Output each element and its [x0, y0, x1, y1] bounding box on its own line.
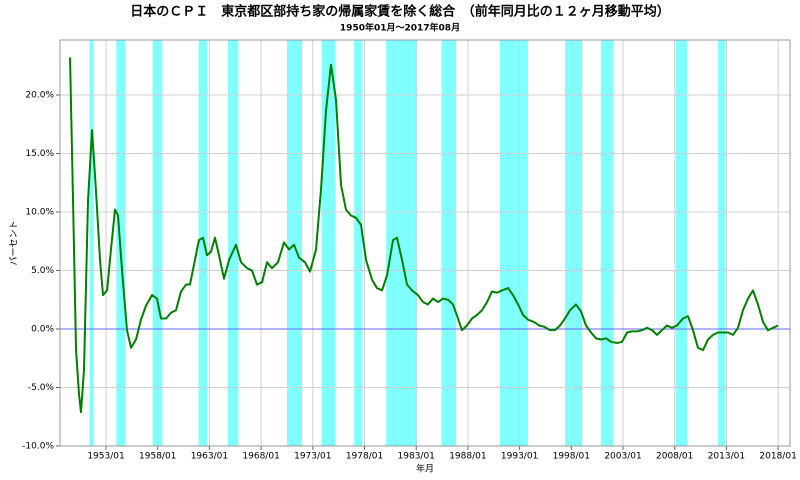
x-tick-label: 1968/01: [242, 452, 279, 462]
chart-title: 日本のＣＰＩ 東京都区部持ち家の帰属家賃を除く総合 （前年同月比の１２ヶ月移動平…: [130, 4, 670, 20]
shaded-period: [600, 40, 614, 446]
x-tick-label: 1998/01: [553, 452, 590, 462]
x-tick-label: 1993/01: [501, 452, 538, 462]
shaded-period: [718, 40, 726, 446]
shaded-period: [441, 40, 457, 446]
shaded-period: [286, 40, 302, 446]
x-tick-label: 1973/01: [294, 452, 331, 462]
x-axis-label: 年月: [416, 463, 434, 475]
shaded-period: [354, 40, 363, 446]
shaded-period: [499, 40, 528, 446]
shaded-period: [386, 40, 418, 446]
x-tick-label: 2008/01: [656, 452, 693, 462]
x-tick-label: 1978/01: [346, 452, 383, 462]
x-tick-label: 2018/01: [759, 452, 796, 462]
shaded-period: [228, 40, 239, 446]
x-tick-label: 2003/01: [604, 452, 641, 462]
y-tick-label: 20.0%: [25, 90, 54, 100]
shaded-period: [321, 40, 336, 446]
y-axis-label: パーセント: [9, 220, 20, 265]
x-tick-label: 1988/01: [449, 452, 486, 462]
y-tick-label: -5.0%: [28, 383, 55, 393]
y-tick-label: 15.0%: [25, 149, 54, 159]
data-line: [69, 57, 779, 414]
shaded-period: [675, 40, 688, 446]
shaded-period: [565, 40, 583, 446]
shaded-period: [89, 40, 94, 446]
x-tick-label: 1983/01: [398, 452, 435, 462]
plot-area: [59, 39, 791, 447]
plot-border: [59, 39, 791, 447]
x-tick-label: 2013/01: [708, 452, 745, 462]
y-tick-label: 0.0%: [31, 324, 54, 334]
y-tick-label: 10.0%: [25, 207, 54, 217]
x-tick-label: 1953/01: [87, 452, 124, 462]
x-tick-label: 1963/01: [191, 452, 228, 462]
x-tick-label: 1958/01: [139, 452, 176, 462]
shaded-period: [198, 40, 208, 446]
y-tick-label: 5.0%: [31, 266, 54, 276]
chart-subtitle: 1950年01月～2017年08月: [340, 22, 460, 34]
y-tick-label: -10.0%: [22, 442, 54, 452]
